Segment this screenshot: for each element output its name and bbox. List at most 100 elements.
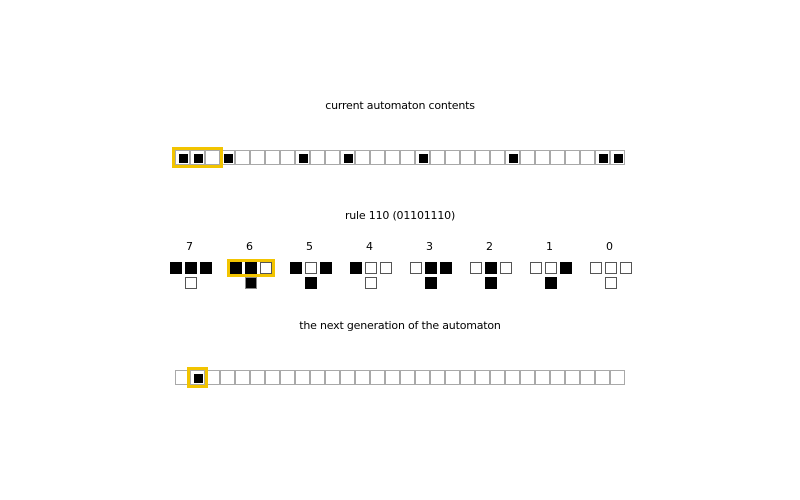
rule-output-cell <box>425 277 437 289</box>
rule-number: 3 <box>426 240 433 253</box>
rule-pattern-cell <box>590 262 602 274</box>
current-cell <box>490 150 505 165</box>
current-automaton-row <box>175 150 625 165</box>
next-cell <box>325 370 340 385</box>
rule-pattern-cell <box>245 262 257 274</box>
current-cell <box>250 150 265 165</box>
current-cell <box>340 150 355 165</box>
next-cell <box>610 370 625 385</box>
next-cell <box>190 370 205 385</box>
rule-number: 0 <box>606 240 613 253</box>
current-cell <box>325 150 340 165</box>
current-cell <box>235 150 250 165</box>
rule-pattern-cell <box>380 262 392 274</box>
rule-label: rule 110 (01101110) <box>344 209 456 222</box>
next-generation-row <box>175 370 625 385</box>
rule-number: 4 <box>366 240 373 253</box>
next-cell <box>205 370 220 385</box>
current-cell <box>535 150 550 165</box>
rule-pattern-cell <box>470 262 482 274</box>
current-cell <box>190 150 205 165</box>
current-cell <box>265 150 280 165</box>
current-cell <box>430 150 445 165</box>
rule-output-cell <box>305 277 317 289</box>
rule-pattern-cell <box>350 262 362 274</box>
next-generation-label: the next generation of the automaton <box>299 319 501 332</box>
rule-pattern-cell <box>365 262 377 274</box>
rule-pattern-cell <box>620 262 632 274</box>
next-cell <box>490 370 505 385</box>
rule-pattern-cell <box>185 262 197 274</box>
current-cell <box>175 150 190 165</box>
current-cell <box>595 150 610 165</box>
rule-pattern-cell <box>545 262 557 274</box>
rule-pattern-cell <box>605 262 617 274</box>
current-cell <box>460 150 475 165</box>
rule-output-cell <box>365 277 377 289</box>
rule-output-cell <box>605 277 617 289</box>
current-cell <box>505 150 520 165</box>
next-cell <box>280 370 295 385</box>
rule-pattern-cell <box>440 262 452 274</box>
rule-pattern-cell <box>320 262 332 274</box>
rule-number: 5 <box>306 240 313 253</box>
next-cell <box>595 370 610 385</box>
next-cell <box>370 370 385 385</box>
rule-pattern-cell <box>410 262 422 274</box>
next-cell <box>505 370 520 385</box>
current-cell <box>415 150 430 165</box>
rule-pattern-cell <box>260 262 272 274</box>
current-cell <box>355 150 370 165</box>
current-cell <box>220 150 235 165</box>
next-cell <box>355 370 370 385</box>
next-cell <box>535 370 550 385</box>
next-cell <box>445 370 460 385</box>
current-cell <box>550 150 565 165</box>
current-cell <box>565 150 580 165</box>
current-cell <box>385 150 400 165</box>
rule-table: 7 6 5 4 3 2 1 0 <box>0 240 800 300</box>
next-cell <box>460 370 475 385</box>
rule-pattern-cell <box>530 262 542 274</box>
next-cell <box>310 370 325 385</box>
rule-output-cell <box>245 277 257 289</box>
next-cell <box>250 370 265 385</box>
next-cell <box>565 370 580 385</box>
next-cell <box>580 370 595 385</box>
next-cell <box>220 370 235 385</box>
rule-pattern-cell <box>305 262 317 274</box>
next-cell <box>430 370 445 385</box>
current-cell <box>445 150 460 165</box>
next-cell <box>175 370 190 385</box>
current-cell <box>205 150 220 165</box>
next-cell <box>295 370 310 385</box>
current-cell <box>310 150 325 165</box>
rule-pattern-cell <box>170 262 182 274</box>
rule-number: 1 <box>546 240 553 253</box>
current-cell <box>475 150 490 165</box>
next-cell <box>385 370 400 385</box>
current-cell <box>610 150 625 165</box>
current-cell <box>370 150 385 165</box>
rule-pattern-cell <box>230 262 242 274</box>
current-cell <box>580 150 595 165</box>
rule-output-cell <box>545 277 557 289</box>
next-cell <box>415 370 430 385</box>
next-cell <box>550 370 565 385</box>
current-cell <box>280 150 295 165</box>
current-cell <box>400 150 415 165</box>
next-cell <box>400 370 415 385</box>
rule-pattern-cell <box>485 262 497 274</box>
next-cell <box>475 370 490 385</box>
next-cell <box>235 370 250 385</box>
rule-number: 2 <box>486 240 493 253</box>
rule-pattern-cell <box>425 262 437 274</box>
rule-pattern-cell <box>560 262 572 274</box>
current-contents-label: current automaton contents <box>325 99 475 112</box>
rule-number: 7 <box>186 240 193 253</box>
rule-output-cell <box>185 277 197 289</box>
next-cell <box>340 370 355 385</box>
current-cell <box>295 150 310 165</box>
rule-output-cell <box>485 277 497 289</box>
rule-pattern-cell <box>290 262 302 274</box>
